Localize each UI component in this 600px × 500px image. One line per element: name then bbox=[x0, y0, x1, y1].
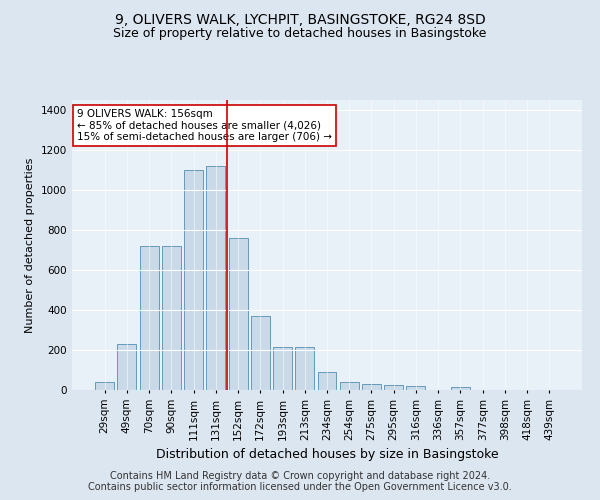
Bar bbox=[273, 347, 292, 390]
Bar bbox=[184, 170, 203, 390]
Bar bbox=[95, 382, 114, 390]
X-axis label: Distribution of detached houses by size in Basingstoke: Distribution of detached houses by size … bbox=[155, 448, 499, 461]
Bar bbox=[162, 246, 181, 390]
Bar bbox=[317, 372, 337, 390]
Text: Contains HM Land Registry data © Crown copyright and database right 2024.
Contai: Contains HM Land Registry data © Crown c… bbox=[88, 471, 512, 492]
Bar bbox=[229, 238, 248, 390]
Bar bbox=[118, 344, 136, 390]
Bar bbox=[451, 387, 470, 390]
Text: 9 OLIVERS WALK: 156sqm
← 85% of detached houses are smaller (4,026)
15% of semi-: 9 OLIVERS WALK: 156sqm ← 85% of detached… bbox=[77, 108, 332, 142]
Bar bbox=[251, 316, 270, 390]
Bar bbox=[140, 246, 158, 390]
Bar bbox=[340, 382, 359, 390]
Text: Size of property relative to detached houses in Basingstoke: Size of property relative to detached ho… bbox=[113, 28, 487, 40]
Text: 9, OLIVERS WALK, LYCHPIT, BASINGSTOKE, RG24 8SD: 9, OLIVERS WALK, LYCHPIT, BASINGSTOKE, R… bbox=[115, 12, 485, 26]
Bar bbox=[362, 384, 381, 390]
Bar bbox=[206, 166, 225, 390]
Y-axis label: Number of detached properties: Number of detached properties bbox=[25, 158, 35, 332]
Bar bbox=[384, 385, 403, 390]
Bar bbox=[295, 347, 314, 390]
Bar bbox=[406, 386, 425, 390]
